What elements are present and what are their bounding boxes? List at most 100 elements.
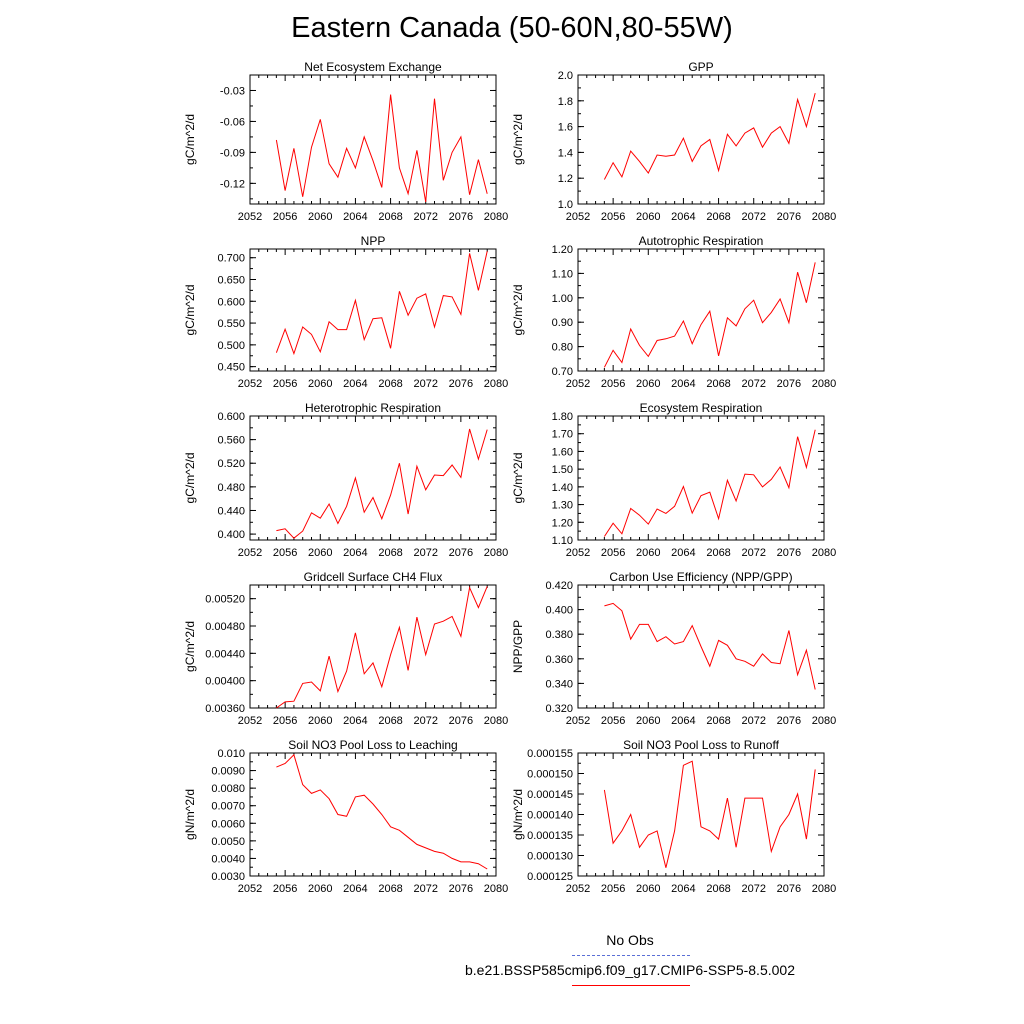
chart-3-xtick-label: 2064 xyxy=(343,378,367,390)
chart-3-xtick-label: 2056 xyxy=(273,378,297,390)
chart-2-xtick-label: 2076 xyxy=(777,211,801,223)
chart-1-xtick-label: 2076 xyxy=(449,211,473,223)
chart-3-ytick-label: 0.450 xyxy=(217,362,245,374)
chart-10-xtick-label: 2072 xyxy=(741,883,765,895)
chart-7-series-line xyxy=(276,586,488,709)
chart-4-title: Autotrophic Respiration xyxy=(639,234,764,248)
chart-4-xtick-label: 2072 xyxy=(741,378,765,390)
chart-10-xtick-label: 2076 xyxy=(777,883,801,895)
chart-5-ytick-label: 0.400 xyxy=(217,529,245,541)
chart-3-ylabel: gC/m^2/d xyxy=(183,285,197,336)
chart-10-ylabel: gN/m^2/d xyxy=(511,789,525,840)
chart-5-ytick-label: 0.560 xyxy=(217,435,245,447)
chart-8-ytick-label: 0.340 xyxy=(545,678,573,690)
chart-4-xtick-label: 2060 xyxy=(636,378,660,390)
chart-3-ytick-label: 0.500 xyxy=(217,340,245,352)
chart-6-ytick-label: 1.20 xyxy=(552,517,573,529)
chart-8-xtick-label: 2052 xyxy=(566,715,590,727)
chart-8-ytick-label: 0.400 xyxy=(545,605,573,617)
chart-4-ytick-label: 0.90 xyxy=(552,317,573,329)
chart-2-ytick-label: 1.2 xyxy=(558,173,573,185)
chart-10-ytick-label: 0.000140 xyxy=(527,810,573,822)
chart-9-series-line xyxy=(276,753,488,870)
chart-9-title: Soil NO3 Pool Loss to Leaching xyxy=(288,738,457,752)
chart-2-series-line xyxy=(603,92,816,180)
chart-3-xtick-label: 2052 xyxy=(238,378,262,390)
chart-5-xtick-label: 2060 xyxy=(308,547,332,559)
chart-4-xtick-label: 2076 xyxy=(777,378,801,390)
chart-9-ylabel: gN/m^2/d xyxy=(183,789,197,840)
chart-5-series-line xyxy=(276,428,488,539)
chart-8-xtick-label: 2080 xyxy=(812,715,836,727)
chart-8-xtick-label: 2060 xyxy=(636,715,660,727)
chart-6-ytick-label: 1.50 xyxy=(552,464,573,476)
chart-6-ytick-label: 1.70 xyxy=(552,429,573,441)
chart-9-xtick-label: 2072 xyxy=(413,883,437,895)
chart-8-ytick-label: 0.420 xyxy=(545,580,573,592)
chart-6-ylabel: gC/m^2/d xyxy=(511,453,525,504)
chart-10-frame xyxy=(577,752,825,877)
chart-6-xtick-label: 2052 xyxy=(566,547,590,559)
chart-8-xtick-label: 2076 xyxy=(777,715,801,727)
chart-1-xtick-label: 2068 xyxy=(378,211,402,223)
chart-7-xtick-label: 2068 xyxy=(378,715,402,727)
chart-10-series-line xyxy=(603,760,816,868)
chart-9-ytick-label: 0.0060 xyxy=(211,818,245,830)
chart-10-xtick-label: 2060 xyxy=(636,883,660,895)
chart-9-ytick-label: 0.0090 xyxy=(211,766,245,778)
chart-3-xtick-label: 2072 xyxy=(413,378,437,390)
chart-6-xtick-label: 2056 xyxy=(601,547,625,559)
chart-4-series-line xyxy=(603,262,816,368)
chart-7-xtick-label: 2052 xyxy=(238,715,262,727)
chart-2-title: GPP xyxy=(688,60,713,74)
chart-1-xtick-label: 2056 xyxy=(273,211,297,223)
legend-obs-label: No Obs xyxy=(606,932,654,948)
chart-8-xtick-label: 2056 xyxy=(601,715,625,727)
chart-7-xtick-label: 2072 xyxy=(413,715,437,727)
chart-6-ytick-label: 1.10 xyxy=(552,535,573,547)
chart-10-ytick-label: 0.000155 xyxy=(527,748,573,760)
legend-run-label: b.e21.BSSP585cmip6.f09_g17.CMIP6-SSP5-8.… xyxy=(465,962,795,978)
chart-6-series-line xyxy=(603,429,816,537)
chart-1-xtick-label: 2064 xyxy=(343,211,367,223)
chart-9-ytick-label: 0.0030 xyxy=(211,871,245,883)
chart-5-ytick-label: 0.480 xyxy=(217,482,245,494)
chart-8-ylabel: NPP/GPP xyxy=(511,620,525,673)
chart-9-ytick-label: 0.0040 xyxy=(211,853,245,865)
chart-9-ytick-label: 0.0080 xyxy=(211,783,245,795)
chart-5-title: Heterotrophic Respiration xyxy=(305,401,441,415)
chart-7-ytick-label: 0.00360 xyxy=(205,703,245,715)
chart-2-xtick-label: 2072 xyxy=(741,211,765,223)
chart-6-ytick-label: 1.30 xyxy=(552,500,573,512)
chart-6-xtick-label: 2064 xyxy=(671,547,695,559)
chart-7-frame xyxy=(249,584,497,709)
chart-2-xtick-label: 2052 xyxy=(566,211,590,223)
chart-2-xtick-label: 2064 xyxy=(671,211,695,223)
chart-2-ytick-label: 1.8 xyxy=(558,96,573,108)
chart-4-xtick-label: 2080 xyxy=(812,378,836,390)
chart-8-xtick-label: 2064 xyxy=(671,715,695,727)
chart-1-ytick-label: -0.12 xyxy=(220,178,245,190)
chart-1-ytick-label: -0.09 xyxy=(220,147,245,159)
chart-8-ytick-label: 0.380 xyxy=(545,629,573,641)
chart-10-ytick-label: 0.000150 xyxy=(527,769,573,781)
chart-2-xtick-label: 2080 xyxy=(812,211,836,223)
chart-7-ylabel: gC/m^2/d xyxy=(183,621,197,672)
chart-5-xtick-label: 2080 xyxy=(484,547,508,559)
chart-1-ylabel: gC/m^2/d xyxy=(183,114,197,165)
chart-3-xtick-label: 2076 xyxy=(449,378,473,390)
chart-5-ytick-label: 0.600 xyxy=(217,411,245,423)
chart-9-xtick-label: 2064 xyxy=(343,883,367,895)
chart-9-ytick-label: 0.010 xyxy=(217,748,245,760)
chart-8-title: Carbon Use Efficiency (NPP/GPP) xyxy=(609,570,792,584)
chart-10-xtick-label: 2064 xyxy=(671,883,695,895)
chart-5-xtick-label: 2076 xyxy=(449,547,473,559)
chart-4-xtick-label: 2052 xyxy=(566,378,590,390)
chart-7-ytick-label: 0.00400 xyxy=(205,676,245,688)
chart-8-ytick-label: 0.360 xyxy=(545,654,573,666)
chart-1-title: Net Ecosystem Exchange xyxy=(304,60,442,74)
chart-6-ytick-label: 1.80 xyxy=(552,411,573,423)
chart-6-xtick-label: 2072 xyxy=(741,547,765,559)
chart-10-xtick-label: 2056 xyxy=(601,883,625,895)
